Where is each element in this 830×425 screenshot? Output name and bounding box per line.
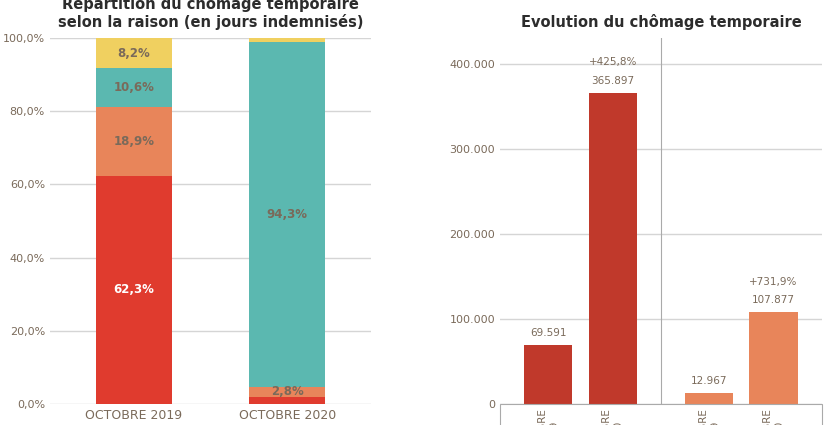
Bar: [749, 312, 798, 404]
Text: 2,8%: 2,8%: [271, 385, 304, 398]
Text: 10,6%: 10,6%: [114, 81, 154, 94]
Bar: [249, 38, 325, 42]
Bar: [249, 42, 325, 387]
Bar: [95, 68, 173, 107]
Text: 62,3%: 62,3%: [114, 283, 154, 296]
Text: 94,3%: 94,3%: [266, 208, 308, 221]
Bar: [95, 107, 173, 176]
Title: Répartition du chômage temporaire
selon la raison (en jours indemnisés): Répartition du chômage temporaire selon …: [58, 0, 364, 30]
Title: Evolution du chômage temporaire: Evolution du chômage temporaire: [520, 14, 801, 30]
Bar: [249, 397, 325, 404]
Bar: [500, 404, 822, 425]
Bar: [525, 345, 573, 404]
Text: +731,9%: +731,9%: [749, 277, 798, 286]
Bar: [685, 393, 733, 404]
Text: 365.897: 365.897: [591, 76, 634, 86]
Text: +425,8%: +425,8%: [588, 57, 637, 67]
Text: 107.877: 107.877: [752, 295, 795, 305]
Bar: [95, 38, 173, 68]
Text: 12.967: 12.967: [691, 376, 727, 386]
Bar: [249, 387, 325, 397]
Text: 8,2%: 8,2%: [118, 47, 150, 60]
Bar: [588, 93, 637, 404]
Text: 69.591: 69.591: [530, 328, 567, 338]
Text: 18,9%: 18,9%: [114, 135, 154, 148]
Bar: [95, 176, 173, 404]
